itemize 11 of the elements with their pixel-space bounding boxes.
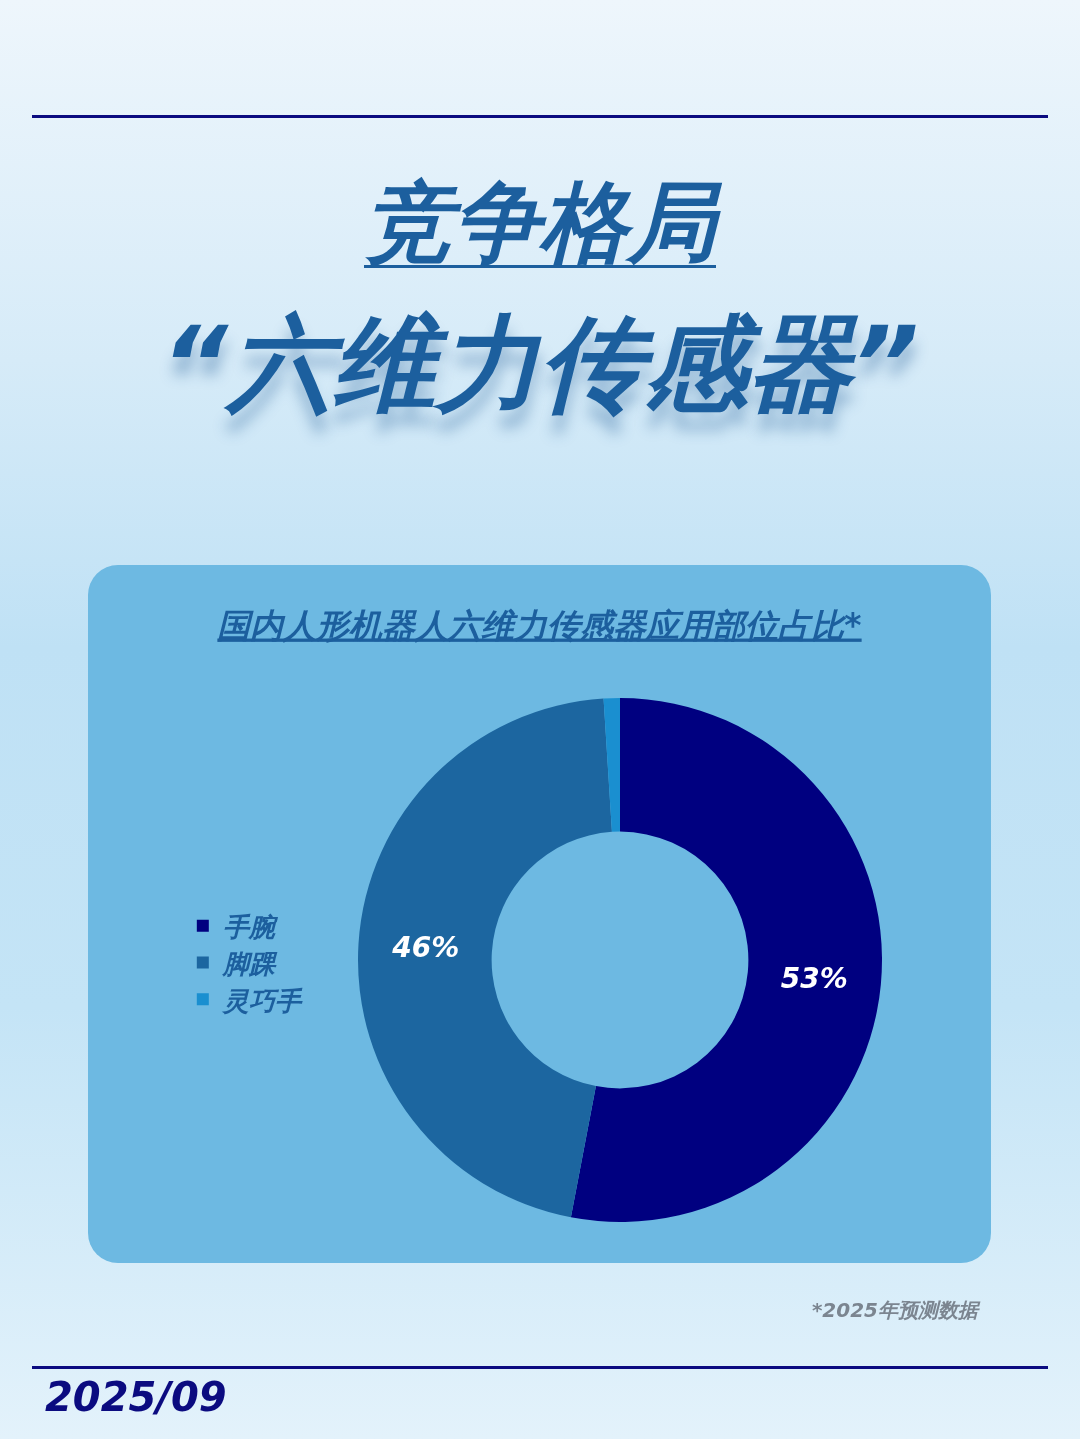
text: 2025/09 <box>45 1374 227 1420</box>
data-label: 46% <box>391 931 460 965</box>
donut-slice <box>603 698 620 832</box>
chart-title: 国内人形机器人六维力传感器应用部位占比* <box>217 605 862 645</box>
text: “六维力传感器” <box>160 303 920 425</box>
legend-label: 手腕 <box>222 911 279 942</box>
legend-label: 脚踝 <box>220 948 278 979</box>
legend-label: 灵巧手 <box>220 985 303 1016</box>
data-label: 53% <box>780 961 848 995</box>
donut-slice <box>570 698 882 1222</box>
donut-slice <box>358 698 612 1218</box>
